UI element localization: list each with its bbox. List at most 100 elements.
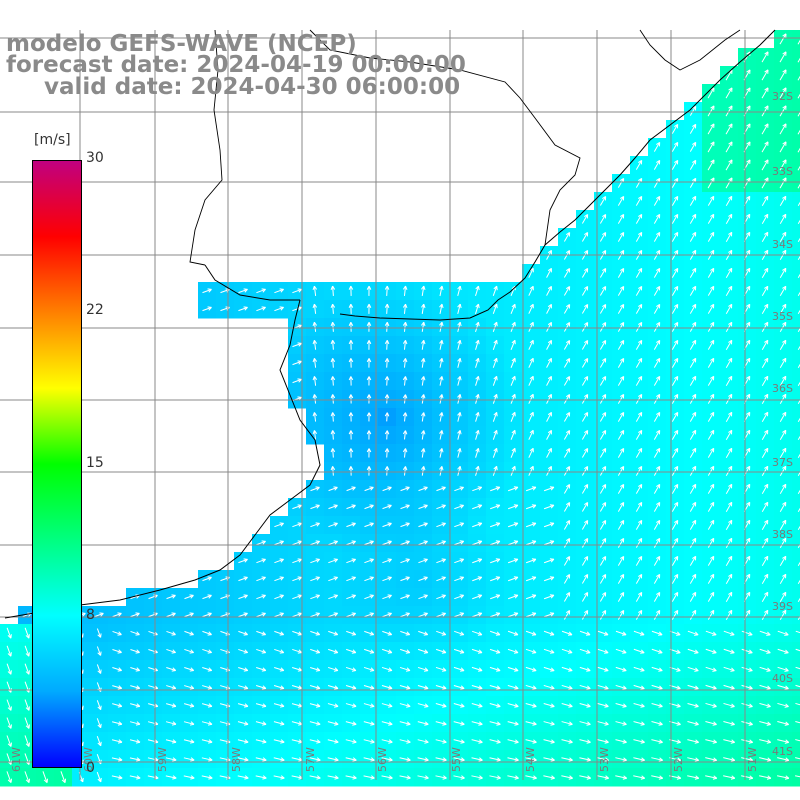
wind-arrow [439, 376, 444, 386]
wind-arrow [363, 775, 375, 780]
wind-arrow [292, 576, 302, 582]
wind-arrow [761, 285, 769, 296]
wind-arrow [761, 573, 769, 584]
wind-arrow [24, 627, 30, 639]
wind-arrow [581, 394, 589, 404]
wind-arrow [581, 484, 589, 494]
wind-arrow [617, 232, 625, 242]
wind-arrow [597, 684, 609, 690]
wind-arrow [24, 771, 31, 784]
wind-arrow [384, 394, 390, 404]
wind-arrow [346, 630, 357, 636]
wind-arrow [439, 321, 444, 332]
wind-arrow [238, 576, 248, 582]
wind-arrow [507, 739, 519, 744]
wind-cell [792, 714, 800, 733]
wind-arrow [471, 721, 483, 726]
wind-arrow [723, 666, 735, 672]
wind-arrow [761, 393, 769, 404]
wind-arrow [366, 340, 372, 350]
wind-arrow [779, 285, 787, 296]
wind-arrow [705, 630, 717, 636]
wind-arrow [707, 267, 715, 278]
wind-arrow [166, 667, 177, 672]
wind-arrow [546, 429, 552, 440]
wind-arrow [671, 375, 679, 386]
wind-arrow [418, 522, 428, 528]
wind-arrow [797, 201, 800, 207]
wind-arrow [475, 375, 480, 386]
wind-arrow [346, 522, 356, 528]
wind-arrow [543, 594, 555, 600]
wind-arrow [111, 739, 123, 744]
wind-arrow [651, 739, 663, 744]
wind-arrow [129, 775, 141, 780]
wind-arrow [399, 757, 411, 762]
wind-arrow [528, 267, 534, 278]
wind-arrow [687, 648, 699, 654]
wind-arrow [384, 448, 390, 458]
wind-arrow [507, 684, 519, 690]
wind-arrow [364, 558, 374, 564]
wind-arrow [366, 303, 372, 314]
wind-arrow [292, 558, 302, 564]
wind-arrow [475, 465, 480, 476]
wind-arrow [615, 630, 627, 636]
wind-arrow [183, 739, 195, 744]
wind-arrow [759, 702, 771, 708]
wind-arrow [457, 357, 462, 368]
wind-arrow [417, 685, 429, 690]
wind-arrow [543, 721, 555, 726]
wind-arrow [689, 573, 697, 584]
wind-arrow [384, 340, 390, 350]
wind-arrow [689, 429, 697, 440]
wind-arrow [671, 303, 679, 314]
wind-arrow [165, 757, 177, 762]
wind-arrow [653, 501, 661, 512]
wind-arrow [292, 288, 302, 294]
wind-arrow [402, 412, 408, 422]
wind-arrow [563, 412, 571, 422]
wind-arrow [777, 739, 790, 744]
wind-arrow [599, 232, 607, 242]
wind-arrow [475, 411, 480, 422]
wind-arrow [543, 703, 555, 708]
wind-arrow [795, 721, 800, 724]
wind-arrow [579, 684, 591, 690]
wind-arrow [42, 771, 49, 784]
wind-arrow [238, 306, 248, 312]
wind-arrow [510, 321, 516, 332]
wind-arrow [761, 609, 769, 620]
wind-arrow [312, 339, 318, 350]
wind-arrow [725, 213, 733, 224]
wind-arrow [779, 303, 787, 314]
wind-arrow [436, 558, 446, 564]
wind-arrow [384, 303, 390, 314]
wind-arrow [599, 196, 607, 206]
wind-arrow [525, 486, 537, 492]
wind-arrow [723, 757, 736, 762]
wind-arrow [453, 757, 465, 762]
wind-arrow [671, 537, 679, 548]
wind-arrow [402, 394, 408, 404]
wind-arrow [238, 558, 248, 564]
wind-arrow [795, 630, 800, 634]
wind-arrow [327, 775, 339, 780]
wind-arrow [725, 303, 733, 314]
wind-arrow [671, 267, 679, 278]
wind-arrow [653, 465, 661, 476]
wind-arrow [435, 721, 447, 726]
wind-arrow [761, 483, 769, 494]
wind-arrow [579, 703, 591, 708]
wind-arrow [510, 339, 516, 350]
wind-arrow [761, 375, 769, 386]
wind-arrow [689, 555, 697, 566]
wind-arrow [255, 775, 267, 780]
lat-label: 32S [772, 90, 793, 103]
wind-arrow [797, 453, 800, 459]
wind-arrow [400, 576, 410, 582]
wind-arrow [112, 649, 122, 654]
wind-arrow [597, 739, 609, 744]
wind-arrow [111, 757, 123, 762]
wind-arrow [364, 540, 374, 546]
